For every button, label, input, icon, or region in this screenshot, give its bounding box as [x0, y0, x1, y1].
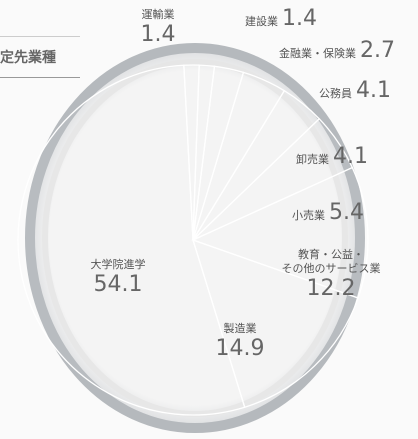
category-label: 公務員: [319, 87, 352, 100]
slice-label: 教育・公益・ その他のサービス業 12.2: [276, 248, 386, 302]
value-label: 2.7: [360, 38, 395, 63]
category-label: 製造業: [223, 322, 257, 335]
category-label: 金融業・保険業: [279, 47, 356, 60]
value-label: 5.4: [329, 200, 364, 225]
pie-slice: [191, 166, 369, 299]
category-label: 小売業: [292, 209, 325, 222]
value-label: 4.1: [356, 78, 391, 103]
lens-edge: [42, 59, 348, 417]
slice-label: 小売業 5.4: [278, 200, 378, 226]
category-label: 卸売業: [296, 153, 329, 166]
pie-slice: [191, 238, 359, 409]
value-label: 1.4: [140, 22, 176, 47]
chart-title: 定先業種: [0, 36, 80, 78]
slice-label: 運輸業 1.4: [128, 8, 188, 48]
category-label: 運輸業: [141, 8, 175, 21]
category-label: 大学院進学: [90, 258, 146, 271]
slice-label: 大学院進学 54.1: [78, 258, 158, 298]
slice-label: 製造業 14.9: [200, 322, 280, 362]
value-label: 14.9: [215, 336, 265, 361]
slice-label: 公務員 4.1: [305, 78, 405, 104]
category-label: 建設業: [245, 15, 278, 28]
value-label: 4.1: [333, 144, 368, 169]
slice-label: 金融業・保険業 2.7: [262, 38, 412, 64]
value-label: 12.2: [306, 276, 356, 301]
pie-slice: [17, 64, 246, 416]
slice-label: 卸売業 4.1: [282, 144, 382, 170]
slice-label: 建設業 1.4: [226, 6, 336, 32]
value-label: 54.1: [93, 272, 143, 297]
category-label: 教育・公益・ その他のサービス業: [281, 248, 381, 275]
value-label: 1.4: [282, 6, 317, 31]
